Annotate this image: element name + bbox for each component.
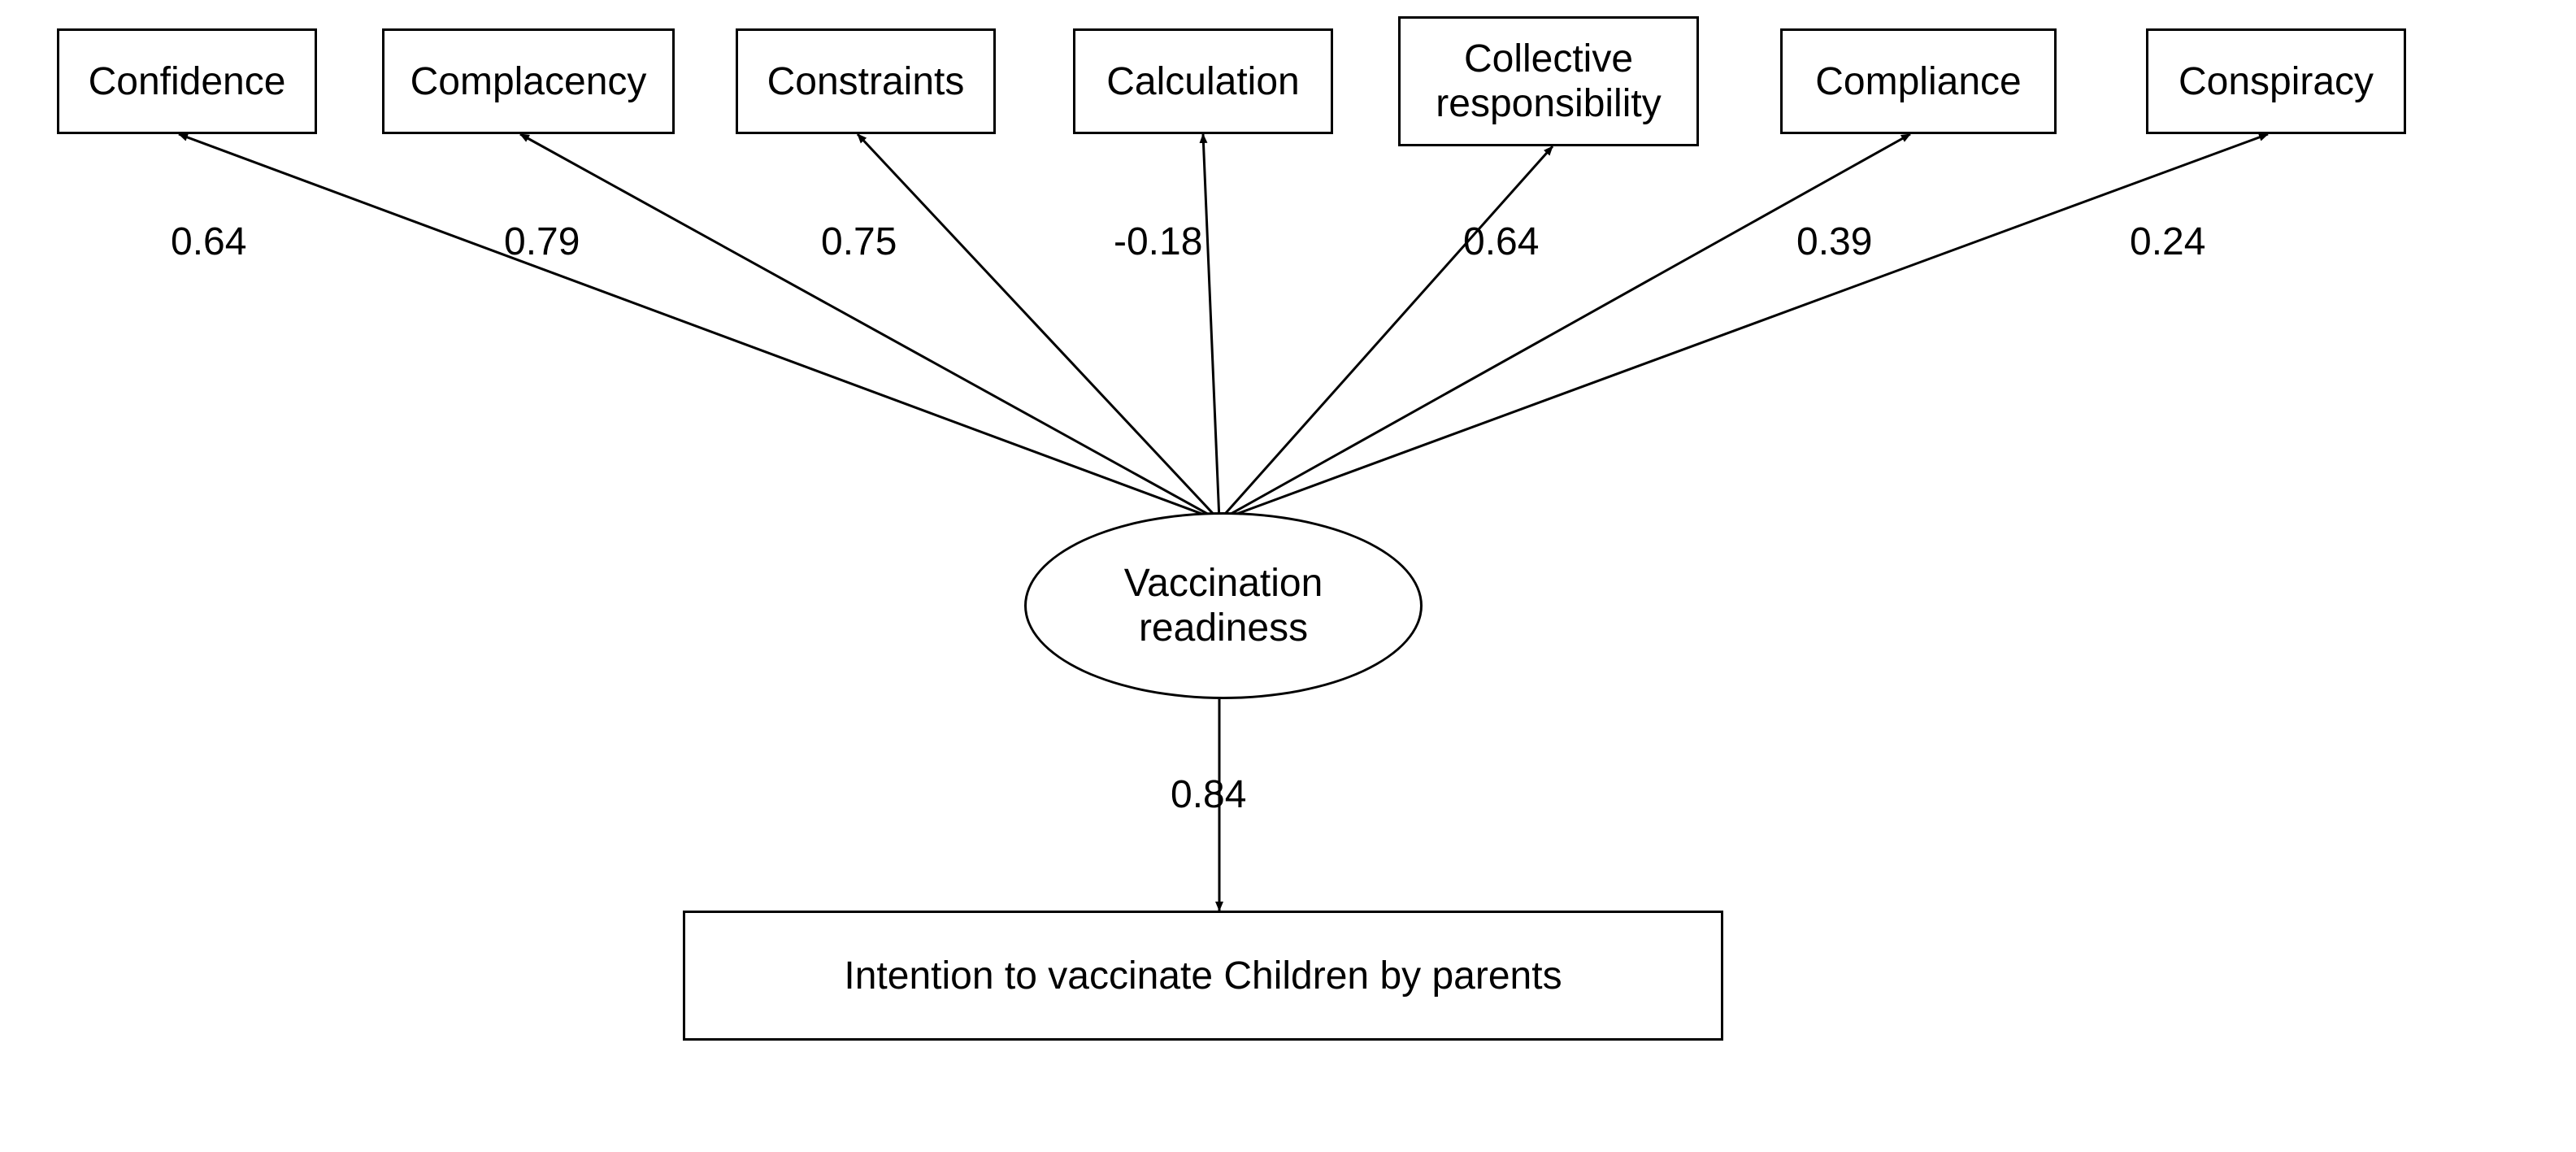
edge-label-complacency: 0.79 xyxy=(504,220,580,264)
edge-label-constraints: 0.75 xyxy=(821,220,897,264)
compliance-node: Compliance xyxy=(1780,28,2057,134)
diagram-container: Confidence Complacency Constraints Calculat… xyxy=(0,0,2576,1152)
intention-label: Intention to vaccinate Children by paren… xyxy=(844,954,1562,998)
vaccination-readiness-node: Vaccination readiness xyxy=(1024,512,1423,699)
constraints-label: Constraints xyxy=(767,59,965,104)
calculation-label: Calculation xyxy=(1106,59,1299,104)
vaccination-readiness-label: Vaccination readiness xyxy=(1043,561,1404,650)
constraints-node: Constraints xyxy=(736,28,996,134)
edge-label-confidence: 0.64 xyxy=(171,220,246,264)
collective-node: Collective responsibility xyxy=(1398,16,1699,146)
conspiracy-label: Conspiracy xyxy=(2179,59,2374,104)
edge-label-conspiracy: 0.24 xyxy=(2130,220,2205,264)
edge-label-compliance: 0.39 xyxy=(1796,220,1872,264)
calculation-node: Calculation xyxy=(1073,28,1333,134)
collective-label: Collective responsibility xyxy=(1409,37,1688,126)
complacency-node: Complacency xyxy=(382,28,675,134)
confidence-node: Confidence xyxy=(57,28,317,134)
conspiracy-node: Conspiracy xyxy=(2146,28,2406,134)
complacency-label: Complacency xyxy=(411,59,647,104)
edge-label-collective: 0.64 xyxy=(1463,220,1539,264)
compliance-label: Compliance xyxy=(1815,59,2021,104)
intention-node: Intention to vaccinate Children by paren… xyxy=(683,911,1723,1041)
confidence-label: Confidence xyxy=(89,59,286,104)
edge-label-bottom: 0.84 xyxy=(1171,772,1246,817)
edge-label-calculation: -0.18 xyxy=(1114,220,1202,264)
